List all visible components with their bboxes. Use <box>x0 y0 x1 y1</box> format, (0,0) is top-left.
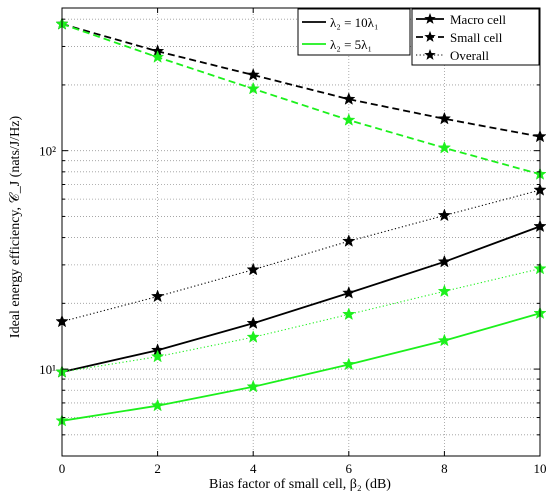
ticks-layer: 0 2 4 6 8 10 10¹ 10² <box>39 144 546 476</box>
data-point-star <box>246 262 260 276</box>
x-tick-label: 0 <box>59 461 66 476</box>
data-point-star <box>150 398 165 412</box>
data-point-star <box>246 379 260 393</box>
legend-type-label: Small cell <box>450 30 503 45</box>
data-point-star <box>437 254 452 268</box>
y-tick-label: 10² <box>39 144 56 159</box>
series-line <box>61 23 541 138</box>
data-point-star <box>437 284 452 297</box>
y-tick-label: 10¹ <box>39 362 56 377</box>
data-point-star <box>437 208 452 222</box>
data-point-star <box>342 92 356 105</box>
series-line <box>61 312 541 422</box>
x-tick-label: 4 <box>250 461 257 476</box>
data-point-star <box>246 316 260 329</box>
data-point-star <box>342 113 356 126</box>
legend-type-label: Overall <box>450 48 489 63</box>
data-point-star <box>342 285 356 299</box>
data-point-star <box>437 333 452 347</box>
legend-density-label: λ₂ = 10λ₁ <box>330 15 379 30</box>
legend-type-label: Macro cell <box>450 12 506 27</box>
data-point-star <box>150 50 165 63</box>
series-line <box>61 225 541 373</box>
legend-type-star <box>424 49 436 60</box>
legend-type-star <box>424 31 436 42</box>
y-axis-label: Ideal energy efficiency, 𝒞_J (nats/J/Hz) <box>8 116 23 339</box>
series-line <box>61 268 541 373</box>
legend: λ₂ = 10λ₁ λ₂ = 5λ₁ Macro cell Small cell Ove… <box>297 8 540 66</box>
x-tick-label: 10 <box>534 461 547 476</box>
data-point-star <box>150 289 165 303</box>
x-tick-label: 2 <box>154 461 161 476</box>
data-point-star <box>342 357 356 371</box>
data-point-star <box>246 67 260 81</box>
data-point-star <box>246 330 260 343</box>
x-tick-label: 6 <box>346 461 353 476</box>
x-axis-label: Bias factor of small cell, β₂ (dB) <box>209 477 391 492</box>
data-point-star <box>150 349 165 363</box>
data-point-star <box>437 111 452 125</box>
data-point-star <box>246 81 260 95</box>
series-line <box>61 23 541 176</box>
data-point-star <box>342 307 356 321</box>
legend-type-star <box>424 13 436 24</box>
data-point-star <box>342 234 356 247</box>
legend-density-box <box>297 8 411 56</box>
data-point-star <box>437 140 452 154</box>
legend-density-label: λ₂ = 5λ₁ <box>330 37 372 52</box>
x-tick-label: 8 <box>441 461 448 476</box>
plot-frame <box>61 7 541 457</box>
